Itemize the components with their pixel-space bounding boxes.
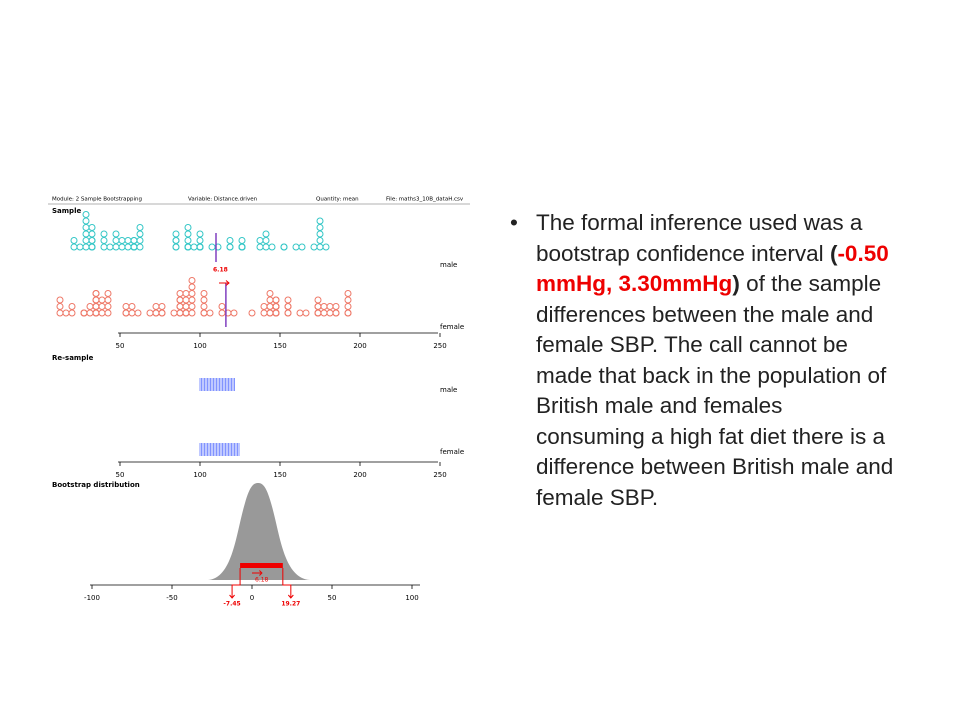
resample-title: Re-sample [52,354,94,362]
sample-dot [130,237,138,244]
sample-dot [256,237,264,244]
sample-dot [70,237,78,244]
resample-female-label: female [440,448,464,456]
sample-dot [134,309,142,317]
tick-label: 200 [353,342,366,350]
sample-dot [172,230,180,238]
sample-dot [262,230,270,238]
ci-arrow [282,568,294,599]
female-label: female [440,323,464,331]
sample-dot [152,303,160,310]
sample-dot [98,296,106,304]
difference-arrow [219,280,230,286]
sample-dot [218,303,226,310]
sample-dot [344,309,352,317]
sample-dot [92,290,100,297]
sample-dot [314,296,322,304]
sample-dot [176,290,184,297]
sample-dot [248,309,256,317]
ci-label: -7.45 [223,601,240,608]
sample-dot [238,237,246,244]
bootstrap-difference-arrow [252,570,263,576]
sample-dots [56,211,352,456]
bullet-text: The formal inference used was a bootstra… [536,208,895,513]
tick-label: 50 [328,594,337,602]
male-label: male [440,261,457,269]
sample-dot [106,243,114,251]
sample-dot [332,303,340,310]
header-file: File: maths3_10B_dataH.csv [386,197,464,203]
tick-label: 150 [273,342,286,350]
tick-label: 250 [433,342,446,350]
sample-dot [266,290,274,297]
ci-arrow [229,568,241,599]
sample-dot [196,230,204,238]
axes: 50 100 150 200 250 50 100 150 200 250 6.18 -100 -50 0… [84,233,447,607]
bullet-point: • The formal inference used was a bootst… [510,208,895,513]
sample-dot [122,309,130,317]
sample-dot [316,217,324,225]
sample-dot [302,309,310,317]
header-module: Module: 2 Sample Bootstrapping [52,197,142,203]
ci-bar [240,563,283,568]
ci-label: 19.27 [281,601,300,608]
sample-dot [280,243,288,251]
bullet-marker: • [510,210,518,235]
tick-label: 100 [193,471,206,479]
bootstrap-difference-label: 6.18 [255,577,269,584]
sample-dot [208,243,216,251]
text: of the sample differences between the ma… [536,271,894,510]
tick-label: -50 [166,594,177,602]
text: The formal inference used was a bootstra… [536,210,863,266]
sample-dot [82,211,90,218]
tick-label: 100 [193,342,206,350]
header-quantity: Quantity: mean [316,197,359,203]
bootstrap-screenshot: Module: 2 Sample Bootstrapping Variable:… [48,193,470,607]
sample-dot [112,230,120,238]
difference-label: 6.18 [213,267,228,274]
sample-dot [80,309,88,317]
tick-label: 50 [116,342,125,350]
sample-dot [188,277,196,284]
sample-dot [284,303,292,310]
sample-dot [226,243,234,251]
sample-dot [196,243,204,251]
tick-label: 50 [116,471,125,479]
tick-label: -100 [84,594,100,602]
tick-label: 250 [433,471,446,479]
paren-close: ) [732,271,740,296]
resample-male-label: male [440,386,457,394]
sample-dot [230,309,238,317]
sample-dot [136,224,144,231]
bootstrap-title: Bootstrap distribution [52,481,140,489]
bootstrap-distribution [208,483,310,580]
sample-dot [56,296,64,304]
sample-title: Sample [52,207,81,215]
sample-dot [184,224,192,231]
sample-dot [68,303,76,310]
sample-dot [200,290,208,297]
sample-dot [200,309,208,317]
tick-label: 0 [250,594,254,602]
sample-dot [62,309,70,317]
sample-dot [100,230,108,238]
sample-dot [104,290,112,297]
sample-dot [298,243,306,251]
paren-open: ( [829,240,838,266]
sample-dot [272,296,280,304]
sample-dot [88,243,96,251]
interval: -0.50 mmHg, 3.30mmHg [536,240,889,297]
sample-dot [344,290,352,297]
tick-label: 150 [273,471,286,479]
tick-label: 200 [353,471,366,479]
tick-label: 100 [405,594,418,602]
sample-dot [128,303,136,310]
header-variable: Variable: Distance.driven [188,197,258,203]
